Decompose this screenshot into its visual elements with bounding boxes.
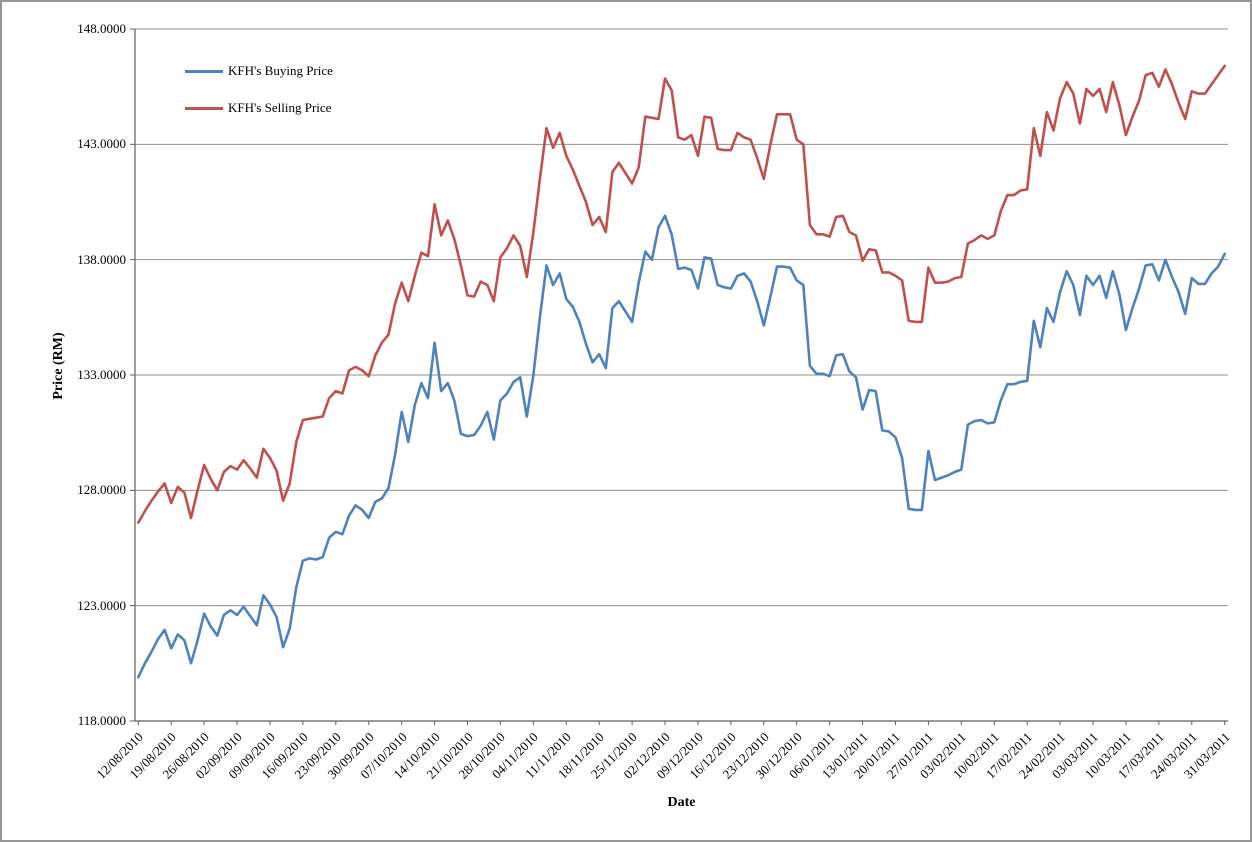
series-line-selling [137, 64, 1226, 524]
selling-price-line-swatch [185, 106, 223, 110]
buying-price-line-swatch [185, 69, 223, 73]
legend-label-selling-price: KFH's Selling Price [228, 100, 332, 115]
y-axis-label-4: 128.0000 [77, 482, 126, 498]
legend: KFH's Buying Price KFH's Selling Price [185, 63, 333, 116]
legend-item-buying-price: KFH's Buying Price [185, 63, 333, 79]
legend-item-selling-price: KFH's Selling Price [185, 100, 333, 116]
y-axis-label-1: 143.0000 [77, 136, 126, 152]
y-axis-label-0: 148.0000 [77, 21, 126, 36]
x-axis-title: Date [667, 795, 696, 810]
y-axis-label-6: 118.0000 [77, 713, 126, 728]
y-axis-label-5: 123.0000 [77, 597, 126, 613]
series-line-buying [137, 214, 1226, 679]
legend-label-buying-price: KFH's Buying Price [228, 63, 333, 78]
y-axis-label-2: 138.0000 [77, 251, 126, 267]
y-axis-label-3: 133.0000 [77, 367, 126, 382]
